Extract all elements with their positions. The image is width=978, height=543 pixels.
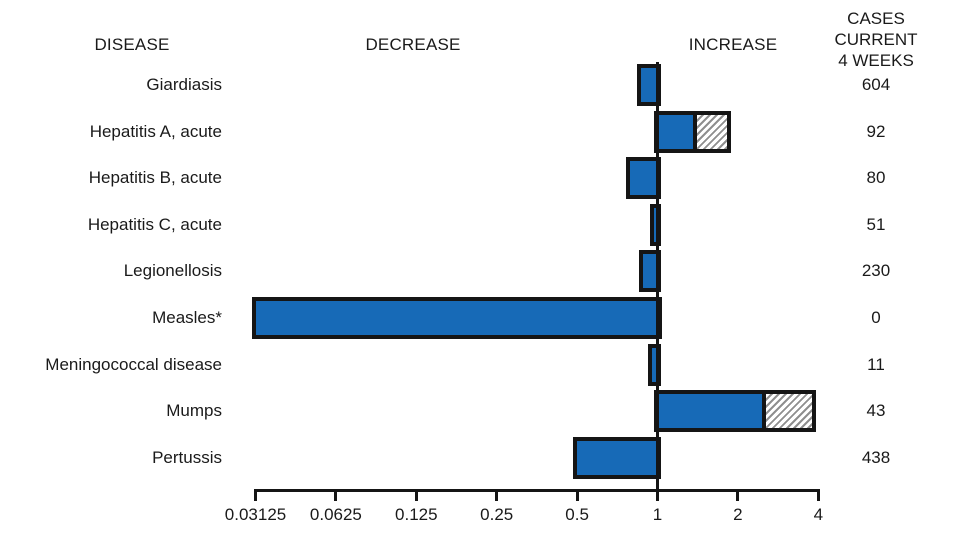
- x-axis: [254, 489, 820, 492]
- axis-tick-label: 4: [813, 505, 824, 524]
- axis-tick-label: 0.0625: [309, 505, 362, 524]
- cases-value: 11: [867, 354, 885, 374]
- axis-tick: [334, 489, 338, 501]
- ratio-bar-fill: [657, 394, 762, 429]
- ratio-bar-fill: [630, 161, 658, 196]
- axis-tick: [495, 489, 499, 501]
- axis-tick-label: 0.03125: [224, 505, 287, 524]
- axis-tick: [736, 489, 740, 501]
- ratio-bar-hatch-beyond-limits: [765, 394, 813, 429]
- axis-tick-label: 0.25: [480, 505, 514, 524]
- ratio-bar-fill: [641, 68, 658, 102]
- axis-tick: [575, 489, 579, 501]
- cases-value: 0: [871, 308, 881, 327]
- axis-tick: [656, 489, 659, 501]
- ratio-bar: [649, 203, 662, 246]
- ratio-bar-divider: [692, 114, 697, 149]
- cases-value: 51: [866, 214, 886, 234]
- ratio-bar: [653, 110, 731, 153]
- cases-value: 92: [866, 121, 886, 141]
- ratio-bar-inner: [653, 207, 658, 242]
- ratio-bar-inner: [651, 347, 658, 382]
- ratio-bar-inner: [657, 114, 727, 149]
- disease-label: Hepatitis B, acute: [88, 168, 222, 188]
- ratio-bar: [638, 250, 662, 293]
- column-header-cases-current-4-weeks: CASES CURRENT 4 WEEKS: [834, 9, 918, 70]
- column-header-decrease: DECREASE: [365, 35, 461, 54]
- ratio-bar-inner: [657, 394, 813, 429]
- ratio-bar-fill: [255, 301, 658, 335]
- ratio-bar-inner: [630, 161, 658, 196]
- cases-value: 80: [866, 168, 886, 188]
- disease-label: Mumps: [166, 401, 222, 421]
- ratio-bar-inner: [255, 301, 658, 335]
- column-header-increase: INCREASE: [688, 35, 778, 54]
- cases-value: 230: [861, 261, 891, 281]
- ratio-bar: [573, 436, 662, 479]
- ratio-bar: [653, 390, 817, 433]
- axis-tick: [816, 489, 820, 501]
- axis-tick: [254, 489, 257, 501]
- disease-label: Meningococcal disease: [45, 354, 222, 374]
- ratio-bar: [647, 343, 662, 386]
- disease-label: Measles*: [152, 308, 222, 327]
- cases-value: 43: [866, 401, 886, 421]
- baseline-reference-line: [656, 62, 659, 492]
- cases-value: 604: [861, 75, 891, 94]
- axis-tick-label: 0.125: [395, 505, 438, 524]
- ratio-bar-fill: [653, 207, 658, 242]
- axis-tick-label: 2: [733, 505, 743, 524]
- ratio-bar-fill: [577, 440, 658, 475]
- disease-label: Giardiasis: [146, 75, 222, 94]
- ratio-bar: [626, 157, 662, 200]
- ratio-bar-inner: [577, 440, 658, 475]
- ratio-bar-inner: [642, 254, 658, 289]
- disease-label: Legionellosis: [123, 261, 222, 281]
- ratio-bar-fill: [642, 254, 658, 289]
- ratio-bar-inner: [641, 68, 658, 102]
- ratio-bar-fill: [657, 114, 693, 149]
- ratio-bar-hatch-beyond-limits: [696, 114, 727, 149]
- column-header-disease: DISEASE: [94, 35, 170, 54]
- disease-label: Hepatitis C, acute: [87, 214, 222, 234]
- ratio-bar: [251, 297, 662, 339]
- axis-tick-label: 1: [652, 505, 663, 524]
- disease-label: Pertussis: [152, 447, 222, 467]
- cases-value: 438: [861, 447, 891, 467]
- ratio-bar-fill: [651, 347, 658, 382]
- disease-label: Hepatitis A, acute: [89, 121, 222, 141]
- ratio-bar-divider: [761, 394, 766, 429]
- axis-tick: [414, 489, 418, 501]
- axis-tick-label: 0.5: [565, 505, 589, 524]
